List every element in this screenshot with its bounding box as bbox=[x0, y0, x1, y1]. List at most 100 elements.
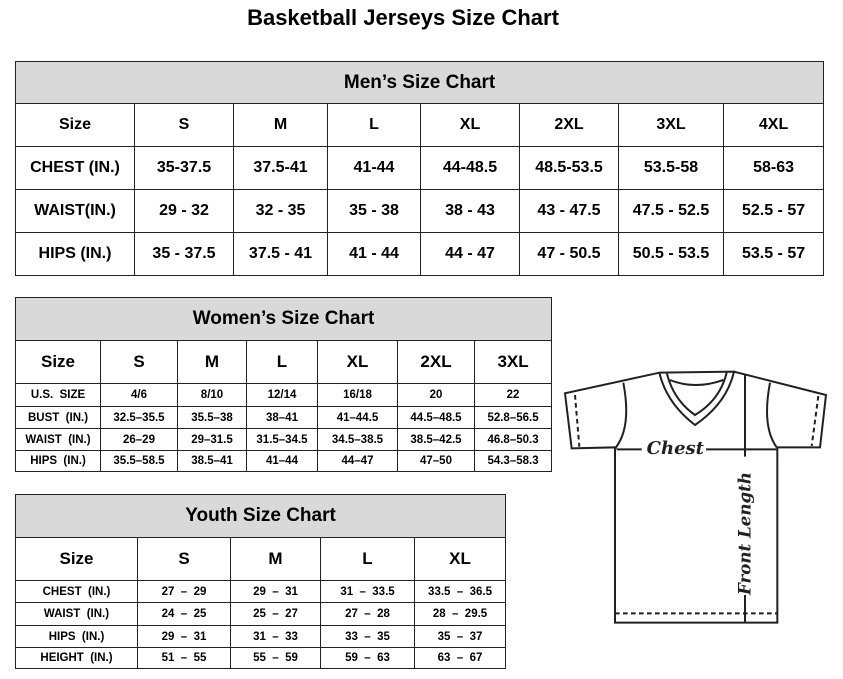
table-cell: XL bbox=[413, 537, 507, 581]
table-cell: 24 – 25 bbox=[137, 602, 231, 626]
row-label: HIPS (IN.) bbox=[15, 450, 101, 472]
table-cell: 26–29 bbox=[100, 428, 178, 451]
table-cell: 2XL bbox=[397, 340, 475, 384]
table-cell: 44-48.5 bbox=[420, 146, 520, 190]
womens-size-table: Women’s Size Chart Size S M L XL 2XL 3XL U.S. SI… bbox=[14, 297, 553, 472]
row-label: HEIGHT (IN.) bbox=[15, 647, 138, 669]
row-label: Size bbox=[15, 340, 101, 384]
table-cell: M bbox=[230, 537, 321, 581]
table-cell: L bbox=[320, 537, 415, 581]
table-cell: 38–41 bbox=[246, 406, 318, 429]
table-cell: XL bbox=[420, 103, 520, 147]
table-row: HIPS (IN.) 29 – 31 31 – 33 33 – 35 35 – 37 bbox=[15, 625, 507, 648]
table-cell: XL bbox=[317, 340, 398, 384]
table-row: BUST (IN.) 32.5–35.5 35.5–38 38–41 41–44.5 44… bbox=[15, 406, 553, 429]
row-label: WAIST (IN.) bbox=[15, 602, 138, 626]
table-cell: 48.5-53.5 bbox=[519, 146, 619, 190]
table-cell: 35 – 37 bbox=[413, 625, 507, 648]
row-label: WAIST (IN.) bbox=[15, 428, 101, 451]
table-cell: 44 - 47 bbox=[420, 232, 520, 276]
row-label: Size bbox=[15, 103, 135, 147]
front-length-label: Front Length bbox=[735, 472, 755, 596]
table-cell: 51 – 55 bbox=[137, 647, 231, 669]
jersey-measurement-diagram: Chest Front Length bbox=[563, 370, 828, 624]
table-cell: 38 - 43 bbox=[420, 189, 520, 233]
table-cell: 4XL bbox=[722, 103, 825, 147]
table-row: WAIST (IN.) 26–29 29–31.5 31.5–34.5 34.5–38.… bbox=[15, 428, 553, 451]
table-cell: 22 bbox=[473, 383, 553, 407]
table-row: HIPS (IN.) 35 - 37.5 37.5 - 41 41 - 44 44 - … bbox=[15, 232, 825, 276]
row-label: WAIST(IN.) bbox=[15, 189, 135, 233]
table-cell: L bbox=[246, 340, 318, 384]
table-row: CHEST (IN.) 27 – 29 29 – 31 31 – 33.5 33.5 –… bbox=[15, 580, 507, 603]
table-cell: 59 – 63 bbox=[320, 647, 415, 669]
row-label: CHEST (IN.) bbox=[15, 580, 138, 603]
table-cell: 20 bbox=[397, 383, 475, 407]
table-cell: S bbox=[137, 537, 231, 581]
women-chart-header: Women’s Size Chart bbox=[14, 297, 553, 341]
table-row: WAIST(IN.) 29 - 32 32 - 35 35 - 38 38 - 43 43… bbox=[15, 189, 825, 233]
table-cell: 31 – 33 bbox=[230, 625, 321, 648]
table-cell: 46.8–50.3 bbox=[473, 428, 553, 451]
row-label: BUST (IN.) bbox=[15, 406, 101, 429]
table-row: HIPS (IN.) 35.5–58.5 38.5–41 41–44 44–47 47–5… bbox=[15, 450, 553, 472]
table-cell: 58-63 bbox=[722, 146, 825, 190]
table-cell: 32 - 35 bbox=[233, 189, 328, 233]
table-cell: 28 – 29.5 bbox=[413, 602, 507, 626]
row-label: HIPS (IN.) bbox=[15, 232, 135, 276]
table-cell: 41–44 bbox=[246, 450, 318, 472]
table-cell: 31 – 33.5 bbox=[320, 580, 415, 603]
table-cell: 3XL bbox=[473, 340, 553, 384]
page-title: Basketball Jerseys Size Chart bbox=[247, 5, 559, 30]
table-cell: L bbox=[327, 103, 421, 147]
table-row: HEIGHT (IN.) 51 – 55 55 – 59 59 – 63 63 – 67 bbox=[15, 647, 507, 669]
table-cell: 38.5–41 bbox=[177, 450, 247, 472]
table-cell: 4/6 bbox=[100, 383, 178, 407]
table-cell: 25 – 27 bbox=[230, 602, 321, 626]
table-row: WAIST (IN.) 24 – 25 25 – 27 27 – 28 28 – 29.… bbox=[15, 602, 507, 626]
table-cell: 50.5 - 53.5 bbox=[618, 232, 724, 276]
table-cell: 47.5 - 52.5 bbox=[618, 189, 724, 233]
table-cell: 31.5–34.5 bbox=[246, 428, 318, 451]
table-cell: 55 – 59 bbox=[230, 647, 321, 669]
table-cell: 43 - 47.5 bbox=[519, 189, 619, 233]
table-cell: 29 – 31 bbox=[137, 625, 231, 648]
mens-size-table: Men’s Size Chart Size S M L XL 2XL 3XL 4XL CHEST … bbox=[14, 61, 825, 276]
table-row: Size S M L XL 2XL 3XL 4XL bbox=[15, 103, 825, 147]
table-cell: S bbox=[134, 103, 234, 147]
table-cell: 52.8–56.5 bbox=[473, 406, 553, 429]
table-cell: M bbox=[177, 340, 247, 384]
youth-chart-header: Youth Size Chart bbox=[14, 494, 507, 538]
table-cell: 35 - 37.5 bbox=[134, 232, 234, 276]
men-chart-header: Men’s Size Chart bbox=[14, 61, 825, 104]
table-cell: 12/14 bbox=[246, 383, 318, 407]
table-row: CHEST (IN.) 35-37.5 37.5-41 41-44 44-48.5 48.… bbox=[15, 146, 825, 190]
table-cell: 47–50 bbox=[397, 450, 475, 472]
row-label: HIPS (IN.) bbox=[15, 625, 138, 648]
chest-label: Chest bbox=[647, 438, 705, 459]
table-cell: 16/18 bbox=[317, 383, 398, 407]
table-row: U.S. SIZE 4/6 8/10 12/14 16/18 20 22 bbox=[15, 383, 553, 407]
table-cell: 37.5 - 41 bbox=[233, 232, 328, 276]
table-cell: 27 – 29 bbox=[137, 580, 231, 603]
table-cell: 33.5 – 36.5 bbox=[413, 580, 507, 603]
row-label: Size bbox=[15, 537, 138, 581]
table-cell: 34.5–38.5 bbox=[317, 428, 398, 451]
table-cell: 29–31.5 bbox=[177, 428, 247, 451]
shirt-outline bbox=[563, 370, 828, 624]
table-cell: 35.5–58.5 bbox=[100, 450, 178, 472]
table-cell: 29 - 32 bbox=[134, 189, 234, 233]
table-row: Size S M L XL bbox=[15, 537, 507, 581]
table-cell: 41–44.5 bbox=[317, 406, 398, 429]
table-cell: 29 – 31 bbox=[230, 580, 321, 603]
row-label: U.S. SIZE bbox=[15, 383, 101, 407]
table-cell: 44.5–48.5 bbox=[397, 406, 475, 429]
table-cell: 53.5-58 bbox=[618, 146, 724, 190]
table-cell: 52.5 - 57 bbox=[722, 189, 825, 233]
collar bbox=[658, 370, 736, 427]
table-cell: 63 – 67 bbox=[413, 647, 507, 669]
table-cell: 37.5-41 bbox=[233, 146, 328, 190]
table-cell: 32.5–35.5 bbox=[100, 406, 178, 429]
table-cell: 2XL bbox=[519, 103, 619, 147]
table-cell: 53.5 - 57 bbox=[722, 232, 825, 276]
